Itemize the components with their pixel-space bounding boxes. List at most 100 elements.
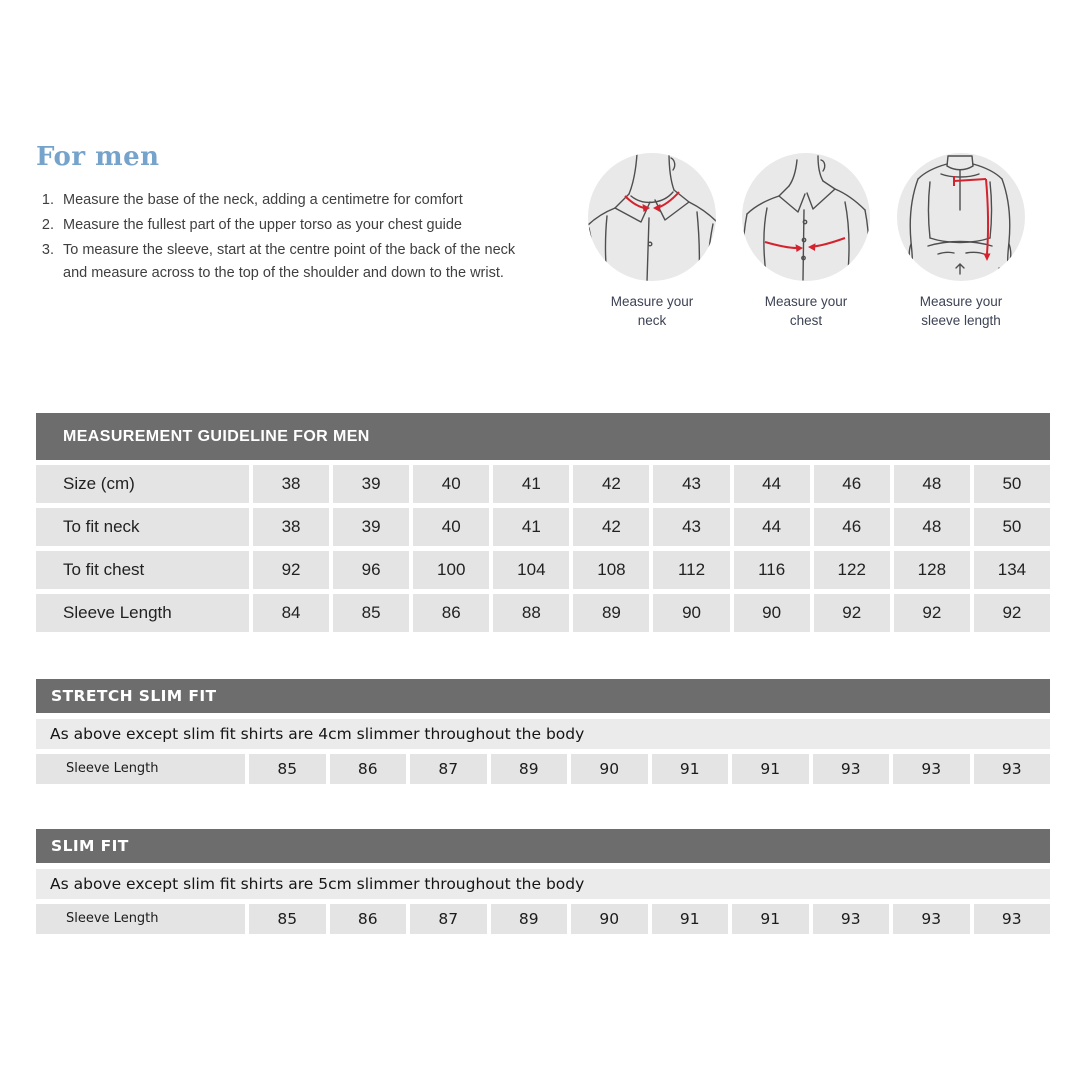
table-cell: 87: [410, 904, 487, 934]
table-cell: 91: [732, 754, 809, 784]
table-cell: 41: [493, 508, 570, 546]
figure-caption: Measure your chest: [764, 294, 848, 328]
stretch-slim-fit-section: STRETCH SLIM FIT As above except slim fi…: [36, 679, 1050, 784]
table-cell: 91: [651, 904, 728, 934]
table-cell: 93: [812, 754, 889, 784]
table-cell: 85: [249, 904, 326, 934]
table-cell: 92: [973, 594, 1050, 632]
instruction-number: 3.: [41, 242, 54, 258]
slim-fit-grid: Sleeve Length 85 86 87 89 90 91 91 93 93…: [36, 904, 1050, 934]
table-cell: 112: [653, 551, 730, 589]
table-cell: 42: [573, 465, 650, 503]
table-cell: 92: [813, 594, 890, 632]
table-cell: 93: [973, 754, 1050, 784]
table-cell: 50: [973, 465, 1050, 503]
table-cell: 90: [571, 754, 648, 784]
table-cell: 85: [249, 754, 326, 784]
table-cell: 85: [333, 594, 410, 632]
stretch-slim-fit-grid: Sleeve Length 85 86 87 89 90 91 91 93 93…: [36, 754, 1050, 784]
table-cell: 134: [973, 551, 1050, 589]
table-cell: 43: [653, 465, 730, 503]
table-cell: 91: [651, 754, 728, 784]
instruction-item: 2. Measure the fullest part of the upper…: [36, 214, 528, 237]
row-label: To fit chest: [36, 551, 249, 589]
measurement-table: MEASUREMENT GUIDELINE FOR MEN Size (cm) …: [36, 413, 1050, 632]
table-cell: 89: [573, 594, 650, 632]
table-cell: 86: [413, 594, 490, 632]
table-cell: 44: [733, 465, 810, 503]
figure-circle-bg: [742, 153, 870, 281]
row-label: To fit neck: [36, 508, 249, 546]
table-cell: 86: [329, 904, 406, 934]
table-cell: 46: [813, 508, 890, 546]
table-cell: 93: [973, 904, 1050, 934]
table-cell: 92: [253, 551, 330, 589]
slim-fit-header: SLIM FIT: [36, 829, 1050, 863]
table-cell: 40: [413, 508, 490, 546]
table-cell: 41: [493, 465, 570, 503]
table-cell: 42: [573, 508, 650, 546]
table-cell: 91: [732, 904, 809, 934]
figure-circle-bg: [897, 153, 1025, 281]
table-cell: 50: [973, 508, 1050, 546]
table-cell: 89: [490, 754, 567, 784]
figure-caption: Measure your neck: [610, 294, 694, 328]
table-cell: 108: [573, 551, 650, 589]
table-cell: 92: [893, 594, 970, 632]
sleeve-measure-icon: [897, 153, 1025, 281]
chest-measure-figure: Measure your chest: [741, 152, 871, 328]
table-cell: 93: [893, 754, 970, 784]
instruction-item: 1. Measure the base of the neck, adding …: [36, 189, 528, 212]
instruction-list: 1. Measure the base of the neck, adding …: [36, 189, 528, 287]
instruction-text: Measure the base of the neck, adding a c…: [63, 192, 463, 208]
neck-measure-figure: Measure your neck: [587, 152, 717, 328]
table-cell: 90: [571, 904, 648, 934]
figure-circle-bg: [588, 153, 716, 281]
table-cell: 86: [329, 754, 406, 784]
instruction-number: 1.: [41, 192, 54, 208]
row-label: Sleeve Length: [36, 754, 245, 784]
table-cell: 93: [893, 904, 970, 934]
table-cell: 96: [333, 551, 410, 589]
neck-measure-icon: [588, 153, 716, 281]
table-cell: 38: [253, 508, 330, 546]
table-cell: 116: [733, 551, 810, 589]
sleeve-measure-arrow: [953, 176, 990, 255]
table-cell: 40: [413, 465, 490, 503]
stretch-slim-fit-note: As above except slim fit shirts are 4cm …: [36, 719, 1050, 749]
table-cell: 90: [733, 594, 810, 632]
table-cell: 128: [893, 551, 970, 589]
table-cell: 84: [253, 594, 330, 632]
table-cell: 100: [413, 551, 490, 589]
instruction-text: Measure the fullest part of the upper to…: [63, 217, 462, 233]
row-label: Sleeve Length: [36, 594, 249, 632]
table-cell: 39: [333, 508, 410, 546]
figure-caption: Measure your sleeve length: [919, 294, 1003, 328]
instruction-item: 3. To measure the sleeve, start at the c…: [36, 239, 528, 285]
table-cell: 93: [812, 904, 889, 934]
row-label: Sleeve Length: [36, 904, 245, 934]
table-cell: 88: [493, 594, 570, 632]
slim-fit-section: SLIM FIT As above except slim fit shirts…: [36, 829, 1050, 934]
table-cell: 44: [733, 508, 810, 546]
table-cell: 39: [333, 465, 410, 503]
table-cell: 104: [493, 551, 570, 589]
measurement-table-grid: Size (cm) 38 39 40 41 42 43 44 46 48 50 …: [36, 465, 1050, 632]
table-cell: 48: [893, 508, 970, 546]
table-cell: 122: [813, 551, 890, 589]
table-cell: 48: [893, 465, 970, 503]
table-cell: 46: [813, 465, 890, 503]
table-cell: 89: [490, 904, 567, 934]
stretch-slim-fit-header: STRETCH SLIM FIT: [36, 679, 1050, 713]
instruction-number: 2.: [41, 217, 54, 233]
chest-measure-icon: [742, 153, 870, 281]
instruction-text: To measure the sleeve, start at the cent…: [63, 242, 516, 281]
table-cell: 87: [410, 754, 487, 784]
table-cell: 43: [653, 508, 730, 546]
sleeve-measure-figure: Measure your sleeve length: [896, 152, 1026, 328]
table-cell: 38: [253, 465, 330, 503]
slim-fit-note: As above except slim fit shirts are 5cm …: [36, 869, 1050, 899]
measurement-table-header: MEASUREMENT GUIDELINE FOR MEN: [36, 413, 1050, 460]
table-cell: 90: [653, 594, 730, 632]
